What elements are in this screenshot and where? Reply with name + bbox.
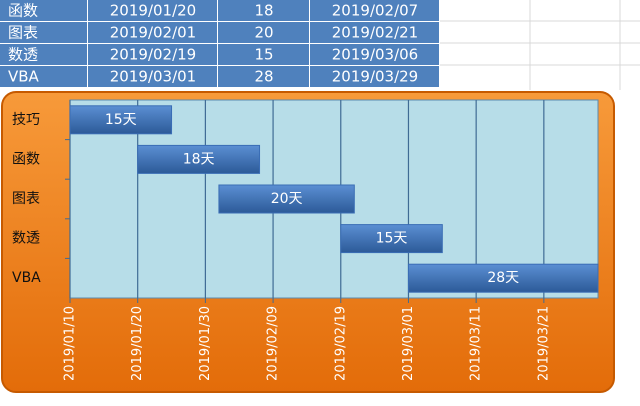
x-tick-label: 2019/02/09 [266, 306, 281, 381]
table-cell [0, 66, 87, 87]
table-cell-text: 2019/03/01 [110, 68, 196, 86]
table-cell [0, 44, 87, 65]
table-cell-text: 2019/03/06 [332, 46, 418, 64]
table-cell [310, 44, 439, 65]
chart: 2019/01/10 2019/01/20 2019/01/30 2019/02/09… [12, 100, 599, 381]
table-cell-text: 2019/02/19 [110, 46, 196, 64]
sheet-grid [440, 0, 640, 90]
bar [407, 263, 599, 293]
bar [340, 224, 443, 254]
x-tick-label: 2019/01/10 [63, 306, 78, 381]
x-tick-label: 2019/01/30 [198, 306, 213, 381]
y-tick-label: 数透 [12, 231, 40, 247]
table-cell-text: 2019/01/20 [110, 2, 196, 20]
y-tick-label: 技巧 [12, 112, 40, 128]
table-cell [88, 66, 217, 87]
y-tick-label: 图表 [12, 191, 40, 207]
table-cell [218, 66, 309, 87]
table-cell-text: 数透 [8, 46, 38, 64]
table-cell [0, 22, 87, 43]
bar-label: 15天 [105, 112, 137, 128]
x-tick-label: 2019/02/19 [333, 306, 348, 381]
y-tick-label: 函数 [12, 151, 40, 167]
table-cell [0, 0, 87, 21]
bar-label: 20天 [271, 191, 303, 207]
x-tick-label: 2019/03/01 [401, 306, 416, 381]
y-tick-label: VBA [12, 270, 41, 286]
table-cell-text: 18 [254, 2, 273, 20]
table: 函数 2019/01/20 18 2019/02/07 图表 2019/02/01 20 20… [0, 0, 439, 87]
table-cell-text: 15 [254, 46, 273, 64]
table-cell-text: 2019/02/07 [332, 2, 418, 20]
bar [218, 184, 355, 214]
table-cell-text: 28 [254, 68, 273, 86]
table-cell [310, 22, 439, 43]
bar-label: 15天 [376, 231, 408, 247]
table-cell-text: 2019/02/21 [332, 24, 418, 42]
table-cell-text: 图表 [8, 24, 38, 42]
table-cell [310, 0, 439, 21]
table-cell [88, 44, 217, 65]
bar [137, 144, 261, 174]
table-cell-text: 函数 [8, 2, 38, 20]
table-cell [218, 0, 309, 21]
table-cell-text: 20 [254, 24, 273, 42]
table-cell [218, 44, 309, 65]
table-cell-text: VBA [8, 68, 40, 86]
x-tick-label: 2019/03/11 [469, 306, 484, 381]
bar-label: 28天 [487, 270, 519, 286]
bar [69, 105, 173, 135]
table-cell-text: 2019/03/29 [332, 68, 418, 86]
bar-label: 18天 [183, 151, 215, 167]
table-cell [310, 66, 439, 87]
x-tick-label: 2019/01/20 [130, 306, 145, 381]
table-cell [88, 0, 217, 21]
table-cell [218, 22, 309, 43]
table-cell [88, 22, 217, 43]
x-tick-label: 2019/03/21 [536, 306, 551, 381]
table-cell-text: 2019/02/01 [110, 24, 196, 42]
